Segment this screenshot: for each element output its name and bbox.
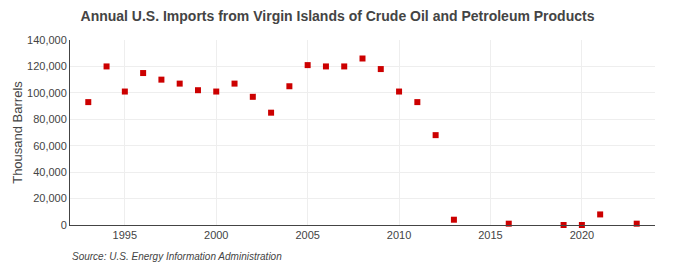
svg-text:20,000: 20,000 bbox=[33, 192, 67, 204]
svg-text:80,000: 80,000 bbox=[33, 113, 67, 125]
svg-text:120,000: 120,000 bbox=[27, 60, 67, 72]
svg-text:0: 0 bbox=[61, 219, 67, 231]
svg-text:2020: 2020 bbox=[570, 229, 594, 241]
svg-text:40,000: 40,000 bbox=[33, 166, 67, 178]
svg-text:2010: 2010 bbox=[387, 229, 411, 241]
svg-text:100,000: 100,000 bbox=[27, 87, 67, 99]
svg-text:2000: 2000 bbox=[204, 229, 228, 241]
svg-text:140,000: 140,000 bbox=[27, 34, 67, 46]
svg-text:2015: 2015 bbox=[478, 229, 502, 241]
svg-text:60,000: 60,000 bbox=[33, 140, 67, 152]
svg-text:Annual U.S. Imports from Virgi: Annual U.S. Imports from Virgin Islands … bbox=[81, 8, 595, 24]
svg-text:2005: 2005 bbox=[295, 229, 319, 241]
svg-text:Thousand Barrels: Thousand Barrels bbox=[10, 81, 25, 184]
svg-text:1995: 1995 bbox=[113, 229, 137, 241]
svg-text:Source: U.S. Energy Informatio: Source: U.S. Energy Information Administ… bbox=[72, 251, 282, 262]
